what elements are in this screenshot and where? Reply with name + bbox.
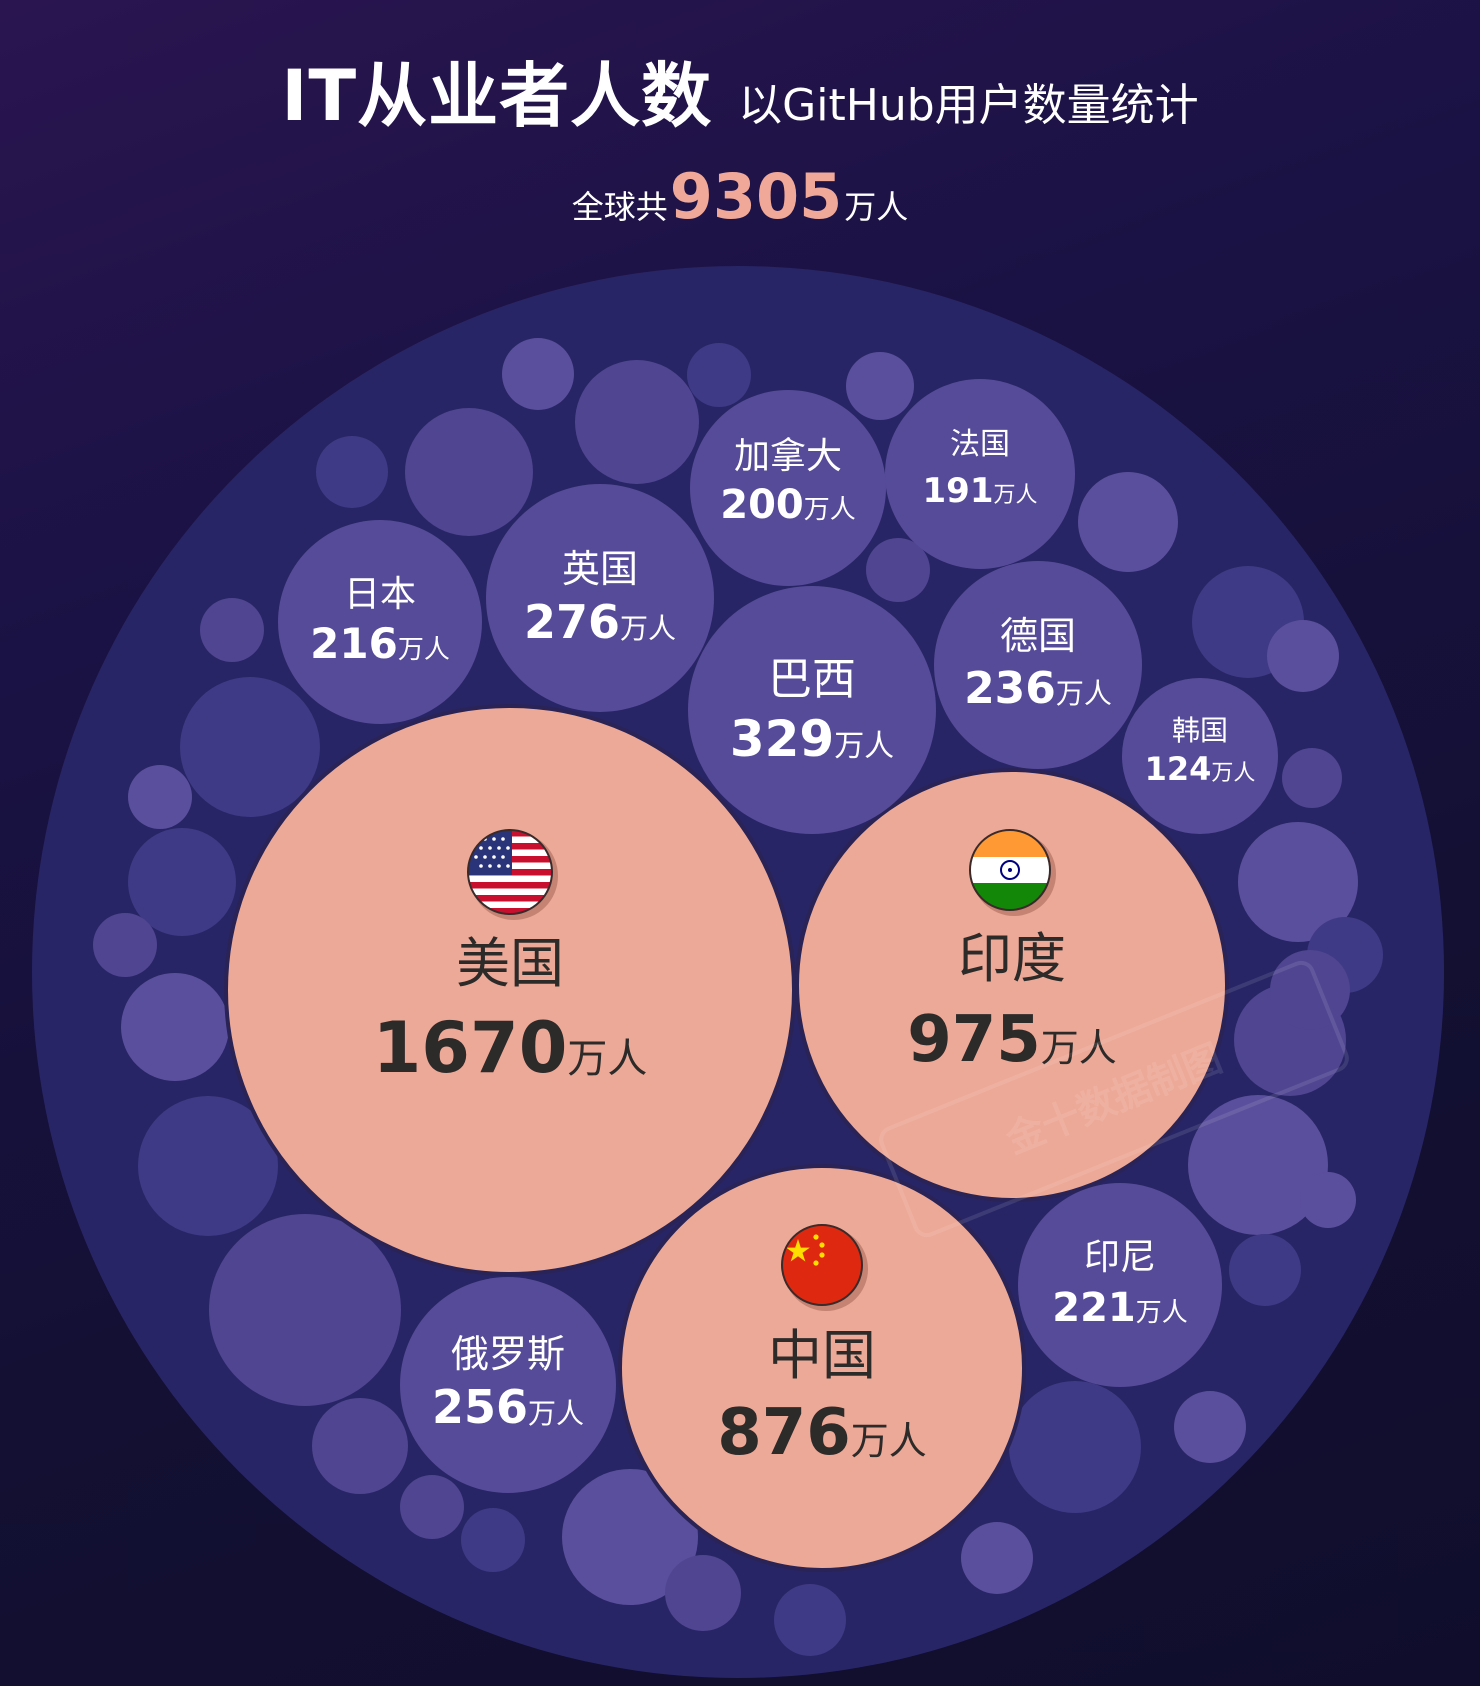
- bubble-法国: [885, 379, 1075, 569]
- bubble-name-label: 韩国: [1172, 714, 1228, 747]
- bubble-value-label: 256万人: [432, 1380, 584, 1434]
- filler-bubble: [1300, 1172, 1356, 1228]
- bubble-value-label: 276万人: [524, 595, 676, 649]
- filler-bubble: [93, 913, 157, 977]
- bubble-俄罗斯: [400, 1277, 616, 1493]
- filler-bubble: [1267, 620, 1339, 692]
- filler-bubble: [405, 408, 533, 536]
- bubble-value-label: 236万人: [964, 663, 1112, 714]
- filler-bubble: [866, 538, 930, 602]
- china-flag-icon: [781, 1224, 868, 1311]
- filler-bubble: [138, 1096, 278, 1236]
- bubble-name-label: 日本: [344, 574, 416, 615]
- bubble-巴西: [688, 586, 936, 834]
- filler-bubble: [1009, 1381, 1141, 1513]
- country-labels: 美国1670万人印度975万人中国876万人巴西329万人英国276万人俄罗斯2…: [310, 427, 1255, 1470]
- bubble-name-label: 法国: [950, 427, 1010, 462]
- bubble-value-label: 975万人: [907, 1003, 1117, 1077]
- filler-bubble: [665, 1555, 741, 1631]
- filler-bubble: [1229, 1234, 1301, 1306]
- filler-bubble: [687, 343, 751, 407]
- chart-header: IT从业者人数 以GitHub用户数量统计: [0, 40, 1480, 141]
- bubble-加拿大: [690, 390, 886, 586]
- bubble-value-label: 329万人: [730, 710, 894, 768]
- bubble-韩国: [1122, 678, 1278, 834]
- filler-bubble: [400, 1475, 464, 1539]
- filler-bubble: [1282, 748, 1342, 808]
- total-prefix: 全球共: [571, 188, 668, 226]
- filler-bubble: [1270, 950, 1350, 1030]
- filler-bubble: [1238, 822, 1358, 942]
- filler-bubble: [312, 1398, 408, 1494]
- filler-bubble: [128, 828, 236, 936]
- bubble-印度: [795, 768, 1229, 1202]
- bubble-value-label: 1670万人: [373, 1007, 648, 1089]
- filler-bubble: [774, 1584, 846, 1656]
- bubble-value-label: 191万人: [923, 471, 1038, 511]
- global-total: 全球共9305万人: [0, 160, 1480, 233]
- us-flag-icon: [467, 829, 558, 920]
- bubble-日本: [278, 520, 482, 724]
- bubble-value-label: 876万人: [717, 1396, 927, 1470]
- chart-subtitle: 以GitHub用户数量统计: [738, 80, 1199, 131]
- filler-bubble: [200, 598, 264, 662]
- bubble-name-label: 德国: [1000, 614, 1076, 658]
- bubble-name-label: 巴西: [768, 654, 856, 705]
- bubble-value-label: 216万人: [310, 619, 450, 668]
- bubble-name-label: 印度: [958, 927, 1066, 990]
- bubble-value-label: 200万人: [720, 482, 856, 528]
- bubble-name-label: 印尼: [1084, 1237, 1156, 1278]
- filler-bubble: [846, 352, 914, 420]
- bubble-英国: [486, 484, 714, 712]
- bubble-name-label: 美国: [456, 932, 564, 995]
- bubble-name-label: 英国: [562, 547, 638, 591]
- flags: [467, 829, 1056, 1311]
- filler-bubble: [961, 1522, 1033, 1594]
- filler-bubble: [502, 338, 574, 410]
- filler-bubbles: [93, 338, 1383, 1656]
- bubble-中国: [618, 1164, 1026, 1572]
- bubble-name-label: 加拿大: [734, 436, 842, 477]
- chart-title: IT从业者人数: [281, 55, 713, 137]
- filler-bubble: [128, 765, 192, 829]
- filler-bubble: [209, 1214, 401, 1406]
- bubble-德国: [934, 561, 1142, 769]
- bubble-美国: [224, 704, 796, 1276]
- filler-bubble: [180, 677, 320, 817]
- bubble-value-label: 221万人: [1052, 1285, 1188, 1331]
- bubble-name-label: 中国: [768, 1324, 876, 1387]
- filler-bubble: [1188, 1095, 1328, 1235]
- filler-bubble: [1078, 472, 1178, 572]
- filler-bubble: [316, 436, 388, 508]
- filler-bubble: [461, 1508, 525, 1572]
- filler-bubble: [575, 360, 699, 484]
- total-value: 9305: [669, 160, 843, 233]
- total-unit: 万人: [844, 188, 909, 226]
- filler-bubble: [1174, 1391, 1246, 1463]
- country-bubbles: [224, 379, 1278, 1572]
- bubble-value-label: 124万人: [1145, 750, 1256, 788]
- bubble-name-label: 俄罗斯: [451, 1332, 565, 1376]
- filler-bubble: [121, 973, 229, 1081]
- filler-bubble: [562, 1469, 698, 1605]
- bubble-印尼: [1018, 1183, 1222, 1387]
